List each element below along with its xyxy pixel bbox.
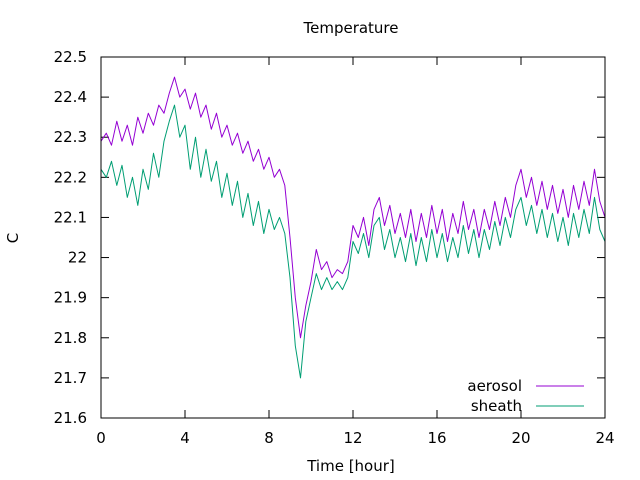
legend-label-aerosol: aerosol	[467, 377, 522, 395]
y-tick-label: 22.1	[54, 208, 87, 226]
x-tick-label: 0	[96, 429, 106, 447]
x-axis-label: Time [hour]	[306, 457, 395, 475]
x-tick-label: 20	[511, 429, 530, 447]
y-axis-label: C	[4, 233, 22, 243]
x-tick-label: 12	[343, 429, 362, 447]
y-tick-label: 22.5	[54, 48, 87, 66]
y-tick-label: 22.2	[54, 168, 87, 186]
series-line-aerosol	[100, 76, 606, 339]
x-tick-label: 8	[264, 429, 274, 447]
series-layer	[100, 76, 606, 379]
x-tick-label: 24	[595, 429, 614, 447]
y-tick-label: 22.3	[54, 128, 87, 146]
chart-title: Temperature	[302, 19, 398, 37]
y-tick-label: 22	[68, 249, 87, 267]
y-tick-label: 21.7	[54, 369, 87, 387]
y-tick-label: 22.4	[54, 88, 87, 106]
x-tick-label: 16	[427, 429, 446, 447]
legend: aerosol sheath	[467, 377, 584, 415]
series-line-sheath	[100, 104, 606, 379]
x-tick-label: 4	[180, 429, 190, 447]
axis-ticks: 0 4 8 12 16 20 24 21.6 21.7 21.8 21.9 22 22.1 22.2 22.…	[54, 48, 615, 447]
legend-label-sheath: sheath	[471, 397, 522, 415]
y-tick-label: 21.8	[54, 329, 87, 347]
y-tick-label: 21.9	[54, 289, 87, 307]
plot-frame	[100, 56, 606, 419]
y-tick-label: 21.6	[54, 409, 87, 427]
